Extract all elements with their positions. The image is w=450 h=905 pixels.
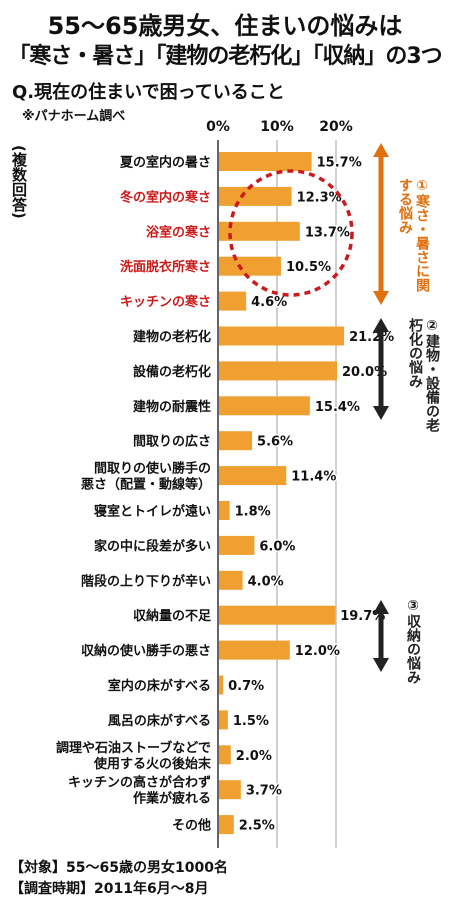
value-label: 15.4% <box>315 400 360 415</box>
bar <box>219 570 243 590</box>
bar <box>219 291 247 311</box>
title-line-2: 「寒さ・暑さ」「建物の老朽化」「収納」の3つ <box>8 44 442 69</box>
annotation-aging: ②建物・設備の老朽化の悩み <box>407 318 440 432</box>
bar <box>219 186 292 206</box>
highlight-circle <box>228 169 354 297</box>
value-label: 13.7% <box>305 225 350 240</box>
arrow-aging <box>373 318 389 420</box>
bar <box>219 501 230 520</box>
arrow-heat-cold <box>373 143 389 305</box>
category-label: 収納量の不足 <box>133 608 212 624</box>
category-label: 設備の老朽化 <box>133 364 211 380</box>
category-label: キッチンの高さが合わず作業が疲れる <box>68 775 211 807</box>
value-label: 6.0% <box>259 539 295 554</box>
bar <box>219 780 241 800</box>
annotation-storage: ③収納の悩み <box>405 598 421 684</box>
value-label: 0.7% <box>228 679 264 694</box>
category-label: 収納の使い勝手の悪さ <box>81 643 211 659</box>
category-label: キッチンの寒さ <box>120 294 211 310</box>
bar <box>219 326 345 346</box>
category-label: 冬の室内の寒さ <box>120 189 211 205</box>
value-label: 4.6% <box>251 295 287 310</box>
value-label: 12.0% <box>295 644 340 659</box>
category-label: 室内の床がすべる <box>108 678 211 694</box>
x-tick-label: 20% <box>319 119 353 135</box>
value-label: 10.5% <box>286 260 331 275</box>
multi-answer-note: (複数回答) <box>10 145 28 219</box>
category-label: 建物の耐震性 <box>133 399 211 415</box>
bar <box>219 640 290 660</box>
x-tick-label: 10% <box>260 119 294 135</box>
bar <box>219 535 255 555</box>
footer-subject: 【対象】55～65歳の男女1000名 <box>10 860 228 876</box>
value-label: 21.2% <box>349 330 394 345</box>
value-label: 2.5% <box>239 819 275 834</box>
category-label: 建物の老朽化 <box>133 329 211 345</box>
title-line-1: 55～65歳男女、住まいの悩みは <box>47 12 403 40</box>
bar <box>219 710 228 730</box>
footer-period: 【調査時期】2011年6月～8月 <box>10 881 209 897</box>
x-tick-label: 0% <box>206 119 230 135</box>
category-label: 間取りの広さ <box>133 434 211 450</box>
value-label: 3.7% <box>246 784 282 799</box>
source-note: ※パナホーム調べ <box>22 109 126 124</box>
question-subtitle: Q.現在の住まいで困っていること <box>12 82 285 103</box>
bar <box>219 675 224 695</box>
category-label: 風呂の床がすべる <box>108 713 211 729</box>
value-label: 20.0% <box>342 365 387 380</box>
bar <box>219 466 287 486</box>
bar <box>219 152 312 171</box>
category-label: 調理や石油ストーブなどで使用する火の後始末 <box>56 740 212 772</box>
bar <box>219 431 253 451</box>
category-label: 寝室とトイレが遠い <box>94 504 211 520</box>
value-label: 2.0% <box>236 749 272 764</box>
value-label: 4.0% <box>248 574 284 589</box>
category-label: 洗面脱衣所寒さ <box>120 259 211 275</box>
bar <box>219 361 337 381</box>
category-label: その他 <box>172 818 211 834</box>
annotation-heat-cold: ①寒さ・暑さに関する悩み <box>397 178 430 292</box>
value-label: 15.7% <box>317 156 362 171</box>
category-label: 階段の上り下りが辛い <box>81 573 211 589</box>
value-label: 5.6% <box>257 435 293 450</box>
category-label: 家の中に段差が多い <box>94 538 211 554</box>
bar <box>219 221 300 241</box>
bar <box>219 605 336 625</box>
category-label: 浴室の寒さ <box>146 224 211 240</box>
bar <box>219 745 231 765</box>
value-label: 1.8% <box>235 505 271 520</box>
bar <box>219 815 234 835</box>
value-label: 12.3% <box>297 190 342 205</box>
category-label: 間取りの使い勝手の悪さ（配置・動線等） <box>81 461 211 493</box>
bar <box>219 256 281 276</box>
value-label: 11.4% <box>291 470 336 485</box>
category-label: 夏の室内の暑さ <box>119 155 211 171</box>
bar <box>219 396 310 416</box>
arrow-storage <box>373 600 389 672</box>
value-label: 1.5% <box>233 714 269 729</box>
